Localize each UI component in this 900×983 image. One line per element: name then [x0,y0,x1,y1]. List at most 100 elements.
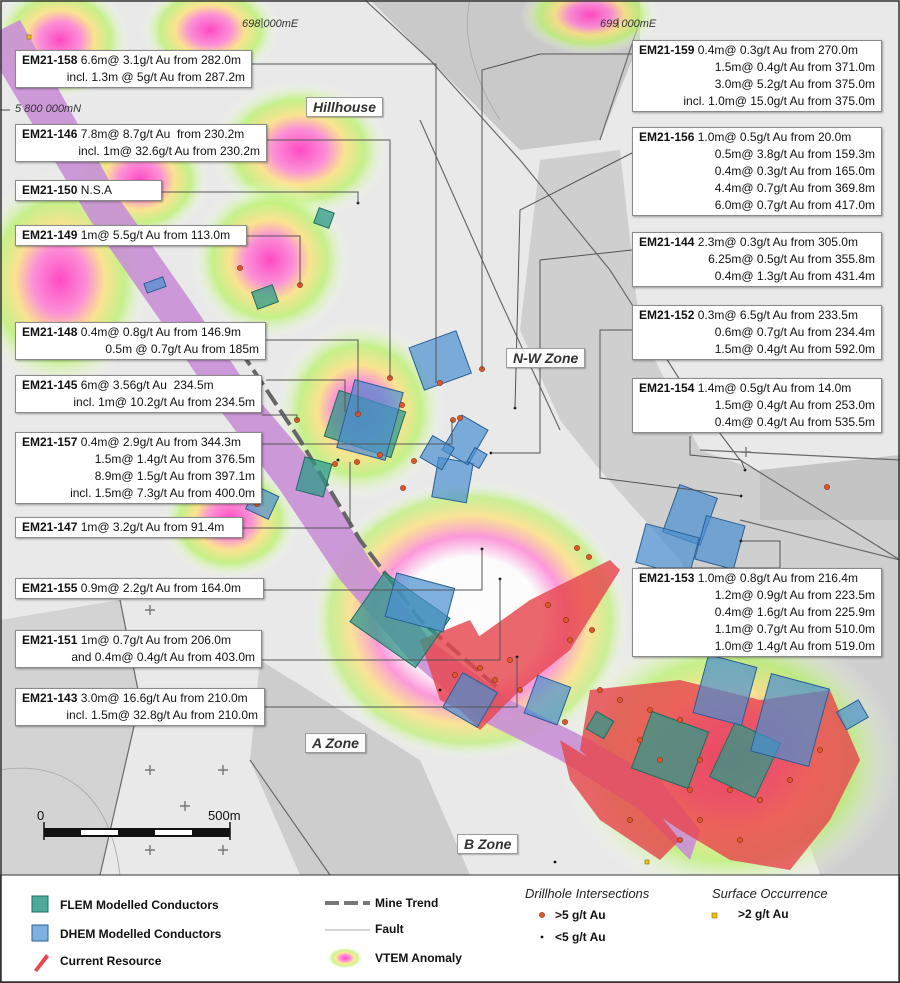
callout-row: 0.6m@ 0.7g/t Au from 234.4m [639,324,875,341]
intersection-text: 1.5m@ 0.4g/t Au from 371.0m [714,60,875,74]
intersection-text: 0.5m@ 3.8g/t Au from 159.3m [714,147,875,161]
drillhole-id: EM21-145 [22,378,78,392]
callout-row: 1.1m@ 0.7g/t Au from 510.0m [639,621,875,638]
legend-vtem-label: VTEM Anomaly [375,951,462,965]
intersection-text: 1m@ 3.2g/t Au from 91.4m [77,520,225,534]
legend-gt5-label: >5 g/t Au [555,908,606,922]
scale-bar [43,822,231,840]
callout-row: 8.9m@ 1.5g/t Au from 397.1m [22,468,255,485]
intersection-text: 0.4m@ 0.3g/t Au from 270.0m [694,43,858,57]
intersection-text: 0.5m @ 0.7g/t Au from 185m [105,342,259,356]
callout-em21-144: EM21-144 2.3m@ 0.3g/t Au from 305.0m 6.25… [632,232,882,287]
surface-occurrence-points [26,34,650,865]
drillhole-id: EM21-151 [22,633,78,647]
callout-em21-151: EM21-151 1m@ 0.7g/t Au from 206.0m and 0.… [15,630,262,668]
callout-row: EM21-157 0.4m@ 2.9g/t Au from 344.3m [22,434,255,451]
callout-row: EM21-158 6.6m@ 3.1g/t Au from 282.0m [22,52,245,69]
intersection-text: 4.4m@ 0.7g/t Au from 369.8m [714,181,875,195]
legend-resource-label: Current Resource [60,954,162,968]
callout-em21-149: EM21-149 1m@ 5.5g/t Au from 113.0m [15,225,247,246]
legend-drillhole-title: Drillhole Intersections [525,886,650,901]
intersection-text: 6m@ 3.56g/t Au 234.5m [77,378,214,392]
callout-row: incl. 1.5m@ 7.3g/t Au from 400.0m [22,485,255,502]
callout-em21-157: EM21-157 0.4m@ 2.9g/t Au from 344.3m 1.5m… [15,432,262,504]
intersection-text: 1.4m@ 0.5g/t Au from 14.0m [694,381,852,395]
callout-row: 6.0m@ 0.7g/t Au from 417.0m [639,197,875,214]
callout-row: 1.5m@ 0.4g/t Au from 592.0m [639,341,875,358]
callout-em21-156: EM21-156 1.0m@ 0.5g/t Au from 20.0m 0.5m@… [632,127,882,216]
callout-row: 0.5m@ 3.8g/t Au from 159.3m [639,146,875,163]
intersection-text: 3.0m@ 5.2g/t Au from 375.0m [714,77,875,91]
callout-row: 1.0m@ 1.4g/t Au from 519.0m [639,638,875,655]
callout-row: EM21-145 6m@ 3.56g/t Au 234.5m [22,377,255,394]
callout-row: EM21-150 N.S.A [22,182,155,199]
callout-row: incl. 1.5m@ 32.8g/t Au from 210.0m [22,707,258,724]
intersection-text: N.S.A [77,183,113,197]
callout-row: EM21-151 1m@ 0.7g/t Au from 206.0m [22,632,255,649]
intersection-text: incl. 1m@ 32.6g/t Au from 230.2m [78,144,260,158]
drillhole-id: EM21-156 [639,130,695,144]
legend-gt2-label: >2 g/t Au [738,907,789,921]
intersection-text: 2.3m@ 0.3g/t Au from 305.0m [694,235,858,249]
callout-row: EM21-148 0.4m@ 0.8g/t Au from 146.9m [22,324,259,341]
intersection-text: 6.25m@ 0.5g/t Au from 355.8m [708,252,875,266]
intersection-text: 1m@ 0.7g/t Au from 206.0m [77,633,231,647]
legend-fault-label: Fault [375,922,404,936]
legend-dhem-label: DHEM Modelled Conductors [60,927,222,941]
intersection-text: 1.5m@ 0.4g/t Au from 592.0m [714,342,875,356]
intersection-text: 6.6m@ 3.1g/t Au from 282.0m [77,53,241,67]
intersection-text: 1.5m@ 1.4g/t Au from 376.5m [94,452,255,466]
callout-em21-146: EM21-146 7.8m@ 8.7g/t Au from 230.2m incl… [15,124,267,162]
callout-row: EM21-147 1m@ 3.2g/t Au from 91.4m [22,519,236,536]
intersection-text: 7.8m@ 8.7g/t Au from 230.2m [77,127,245,141]
callout-row: 0.4m@ 0.3g/t Au from 165.0m [639,163,875,180]
callout-em21-158: EM21-158 6.6m@ 3.1g/t Au from 282.0m incl… [15,50,252,88]
intersection-text: incl. 1.5m@ 32.8g/t Au from 210.0m [66,708,258,722]
callout-row: 1.5m@ 0.4g/t Au from 253.0m [639,397,875,414]
minor-faults [0,0,501,876]
easting-label-699000: 699 000mE [600,18,657,30]
callout-em21-145: EM21-145 6m@ 3.56g/t Au 234.5m incl. 1m@ … [15,375,262,413]
callout-row: incl. 1m@ 32.6g/t Au from 230.2m [22,143,260,160]
callout-row: EM21-155 0.9m@ 2.2g/t Au from 164.0m [22,580,257,597]
drillhole-id: EM21-157 [22,435,78,449]
intersection-text: 1m@ 5.5g/t Au from 113.0m [77,228,231,242]
drillhole-id: EM21-155 [22,581,78,595]
drillhole-id: EM21-148 [22,325,78,339]
callout-row: 6.25m@ 0.5g/t Au from 355.8m [639,251,875,268]
intersection-text: 1.1m@ 0.7g/t Au from 510.0m [714,622,875,636]
callout-em21-154: EM21-154 1.4m@ 0.5g/t Au from 14.0m 1.5m@… [632,378,882,433]
intersection-text: 0.4m@ 0.4g/t Au from 535.5m [714,415,875,429]
drillhole-id: EM21-150 [22,183,78,197]
intersection-text: 3.0m@ 16.6g/t Au from 210.0m [77,691,248,705]
callout-row: EM21-154 1.4m@ 0.5g/t Au from 14.0m [639,380,875,397]
callout-row: 0.4m@ 1.3g/t Au from 431.4m [639,268,875,285]
drillhole-id: EM21-146 [22,127,78,141]
callout-row: 1.2m@ 0.9g/t Au from 223.5m [639,587,875,604]
callout-em21-143: EM21-143 3.0m@ 16.6g/t Au from 210.0m inc… [15,688,265,726]
legend-surface-title: Surface Occurrence [712,886,828,901]
callout-row: EM21-149 1m@ 5.5g/t Au from 113.0m [22,227,240,244]
callout-row: EM21-143 3.0m@ 16.6g/t Au from 210.0m [22,690,258,707]
callout-row: EM21-146 7.8m@ 8.7g/t Au from 230.2m [22,126,260,143]
callout-row: EM21-153 1.0m@ 0.8g/t Au from 216.4m [639,570,875,587]
scale-label-start: 0 [37,808,45,823]
intersection-text: 1.5m@ 0.4g/t Au from 253.0m [714,398,875,412]
zone-label-nw-zone: N-W Zone [506,348,586,368]
intersection-text: incl. 1.3m @ 5g/t Au from 287.2m [66,70,245,84]
callout-em21-148: EM21-148 0.4m@ 0.8g/t Au from 146.9m 0.5m… [15,322,266,360]
callout-row: EM21-152 0.3m@ 6.5g/t Au from 233.5m [639,307,875,324]
callout-row: 3.0m@ 5.2g/t Au from 375.0m [639,76,875,93]
callout-row: EM21-144 2.3m@ 0.3g/t Au from 305.0m [639,234,875,251]
intersection-text: incl. 1m@ 10.2g/t Au from 234.5m [73,395,255,409]
callout-row: 0.4m@ 0.4g/t Au from 535.5m [639,414,875,431]
intersection-text: 6.0m@ 0.7g/t Au from 417.0m [714,198,875,212]
callout-row: 4.4m@ 0.7g/t Au from 369.8m [639,180,875,197]
legend-symbols [31,895,718,972]
callout-row: 1.5m@ 1.4g/t Au from 376.5m [22,451,255,468]
callout-row: 0.4m@ 1.6g/t Au from 225.9m [639,604,875,621]
callout-em21-153: EM21-153 1.0m@ 0.8g/t Au from 216.4m 1.2m… [632,568,882,657]
callout-row: EM21-156 1.0m@ 0.5g/t Au from 20.0m [639,129,875,146]
intersection-text: 0.3m@ 6.5g/t Au from 233.5m [694,308,858,322]
